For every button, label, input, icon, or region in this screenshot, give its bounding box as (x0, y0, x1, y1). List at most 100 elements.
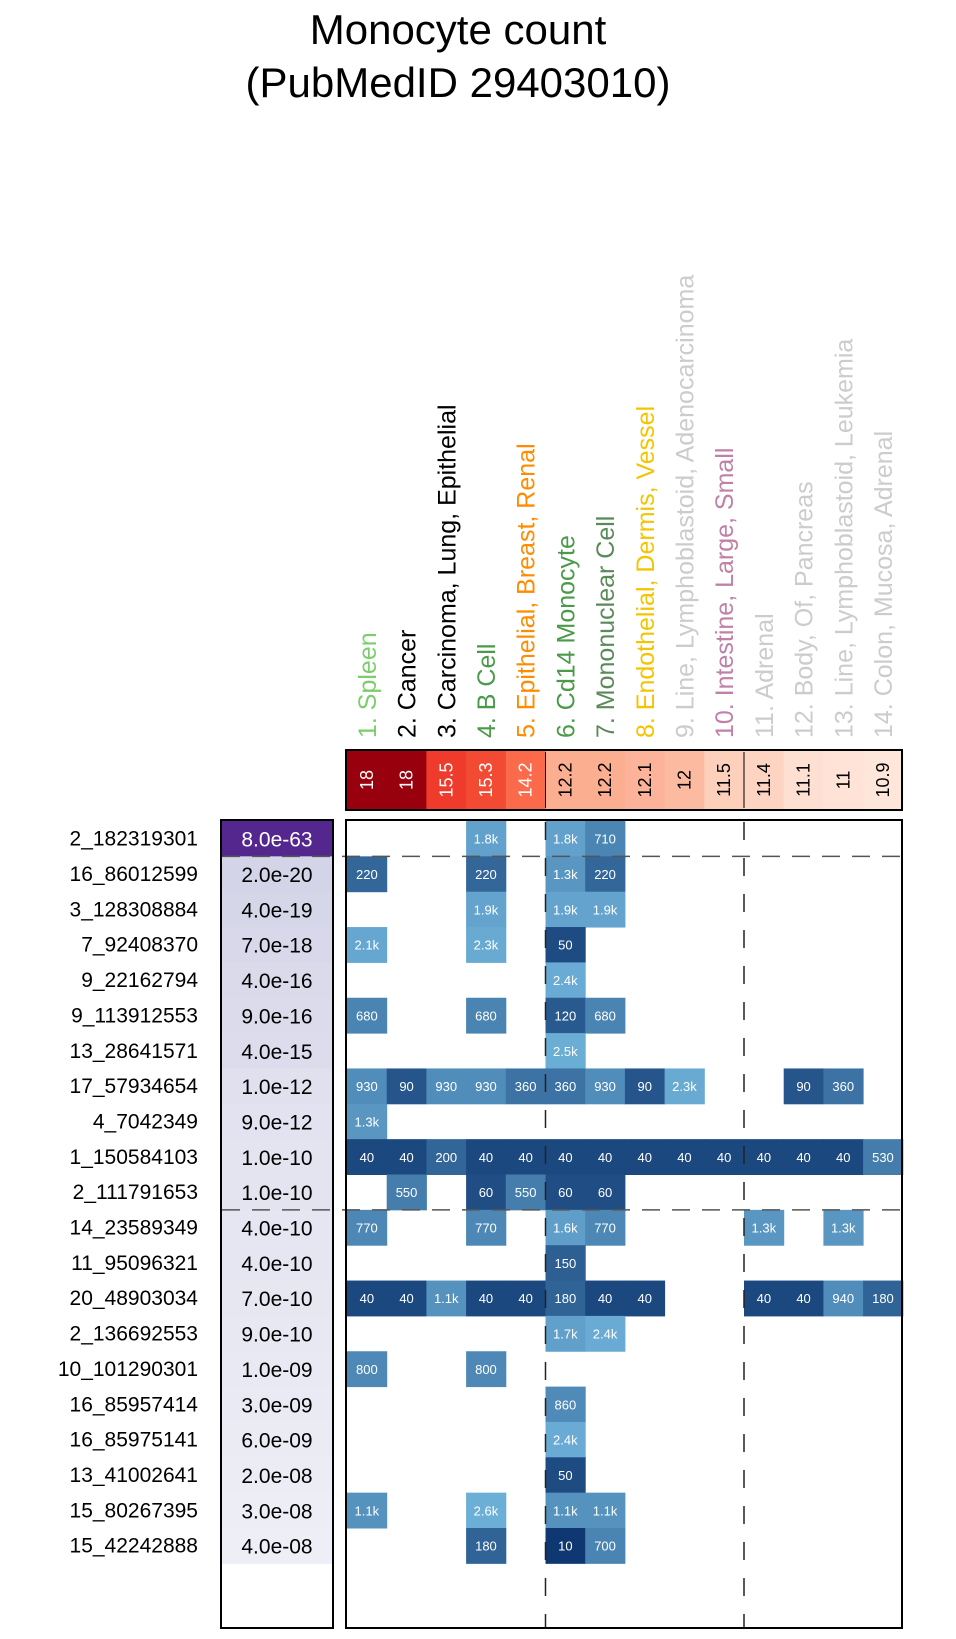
column-index: 3. (433, 710, 461, 738)
cell-value: 40 (796, 1150, 810, 1165)
row-label: 14_23589349 (70, 1217, 198, 1240)
column-label: 9. Line, Lymphoblastoid, Adenocarcinoma (671, 275, 699, 738)
pvalue-text: 2.0e-20 (241, 864, 312, 887)
column-label: 13. Line, Lymphoblastoid, Leukemia (830, 339, 858, 738)
column-label: 3. Carcinoma, Lung, Epithelial (433, 404, 461, 738)
heatmap-cell (545, 1068, 586, 1105)
cell-value: 680 (356, 1008, 378, 1023)
cell-value: 90 (796, 1079, 810, 1094)
column-label-part: Epithelial, (513, 595, 541, 710)
heatmap-cell (466, 997, 507, 1034)
heatmap-cell (347, 856, 388, 893)
enrichment-value: 18 (397, 770, 417, 790)
heatmap-cell (585, 1280, 626, 1317)
row-label: 17_57934654 (70, 1075, 199, 1098)
row-label: 20_48903034 (70, 1287, 199, 1310)
column-label-part: Cancer (394, 630, 422, 711)
heatmap-cell (545, 1315, 586, 1352)
column-label-part: Line, Lymphoblastoid, Leukemia (830, 339, 858, 697)
pvalue-frame (220, 819, 334, 1629)
heatmap-cell (585, 856, 626, 893)
cell-value: 2.4k (553, 1433, 578, 1448)
pvalue-cell (222, 1245, 332, 1282)
pvalue-cell (222, 1068, 332, 1105)
heatmap-cell (466, 891, 507, 928)
cell-value: 1.1k (355, 1503, 380, 1518)
column-label-part: Vessel (632, 406, 660, 480)
pvalue-cell (222, 1386, 332, 1423)
separators (222, 752, 902, 1627)
heatmap-cell (386, 1174, 427, 1211)
heatmap-cell (545, 1139, 586, 1175)
heatmap-cell (624, 1280, 666, 1317)
enrichment-value: 18 (357, 770, 377, 790)
cell-value: 1.3k (355, 1114, 380, 1129)
cell-value: 2.6k (474, 1503, 499, 1518)
row-labels: 2_182319301 16_86012599 3_128308884 7_92408… (58, 828, 198, 1558)
cell-value: 120 (554, 1008, 576, 1023)
pvalue-text: 3.0e-09 (241, 1394, 312, 1417)
heatmap-cell (347, 1492, 388, 1529)
cell-value: 2.3k (672, 1079, 697, 1094)
cell-value: 550 (515, 1185, 537, 1200)
heatmap-cell (466, 1528, 507, 1564)
row-label: 11_95096321 (71, 1252, 198, 1275)
heatmap-cell (744, 1139, 785, 1175)
cell-value: 10 (558, 1539, 572, 1554)
enrichment-cell (823, 751, 864, 809)
row-label: 13_41002641 (70, 1464, 198, 1487)
pvalue-text: 1.0e-10 (241, 1147, 312, 1170)
column-label-part: Mononuclear Cell (592, 516, 620, 711)
column-label-part: Line, Lymphoblastoid, Adenocarcinoma (671, 275, 699, 711)
cell-value: 1.3k (553, 867, 578, 882)
cell-value: 530 (872, 1150, 894, 1165)
heatmap-cell (624, 1068, 666, 1105)
heatmap-cell (585, 1492, 626, 1529)
heatmap-cell (545, 1457, 586, 1494)
cell-value: 40 (796, 1291, 810, 1306)
row-label: 16_85975141 (70, 1429, 198, 1452)
column-index: 9. (671, 710, 699, 738)
pvalue-cell (222, 1280, 332, 1317)
heatmap-cell (823, 1139, 864, 1175)
cell-value: 1.3k (831, 1221, 856, 1236)
row-label: 16_85957414 (70, 1393, 199, 1416)
cell-value: 360 (832, 1079, 854, 1094)
enrichment-value: 12.2 (555, 762, 575, 797)
pvalue-cell (222, 962, 332, 999)
column-label-part: Dermis, (632, 480, 660, 573)
heatmap-cell (466, 1209, 507, 1246)
enrichment-value: 10.9 (873, 762, 893, 797)
pvalue-text: 1.0e-10 (241, 1182, 312, 1205)
pvalue-cell (222, 1351, 332, 1388)
heatmap-cell (744, 1280, 785, 1317)
cell-value: 1.1k (553, 1503, 578, 1518)
enrichment-cell (744, 751, 785, 809)
heatmap-cell (466, 821, 507, 857)
column-label: 1. Spleen (354, 632, 382, 738)
column-index: 8. (632, 710, 660, 738)
column-label: 6. Cd14 Monocyte (552, 535, 580, 738)
column-index: 10. (711, 696, 739, 738)
enrichment-value: 11.5 (714, 763, 734, 797)
heatmap-cell (545, 821, 586, 857)
enrichment-value: 11 (833, 771, 853, 790)
heatmap-cell (426, 1280, 467, 1317)
cell-value: 40 (479, 1150, 493, 1165)
cell-value: 50 (558, 1468, 572, 1483)
heatmap-cell (585, 891, 626, 928)
heatmap-cell (823, 1209, 864, 1246)
column-label-part: Endothelial, (632, 573, 660, 711)
cell-value: 40 (479, 1291, 493, 1306)
heatmap-cell (704, 1139, 745, 1175)
pvalue-cell (222, 1209, 332, 1246)
heatmap-cell (347, 1351, 388, 1388)
pvalue-text: 1.0e-12 (241, 1076, 312, 1099)
cell-value: 220 (475, 867, 497, 882)
pvalue-column: 8.0e-63 2.0e-20 4.0e-19 7.0e-18 4.0e-16 9.0e-… (222, 821, 332, 1564)
column-index: 14. (870, 696, 898, 738)
heatmap-cell (585, 997, 626, 1034)
heatmap-cell (585, 1139, 626, 1175)
column-label: 12. Body, Of, Pancreas (791, 481, 819, 738)
chart-subtitle: (PubMedID 29403010) (246, 59, 671, 106)
